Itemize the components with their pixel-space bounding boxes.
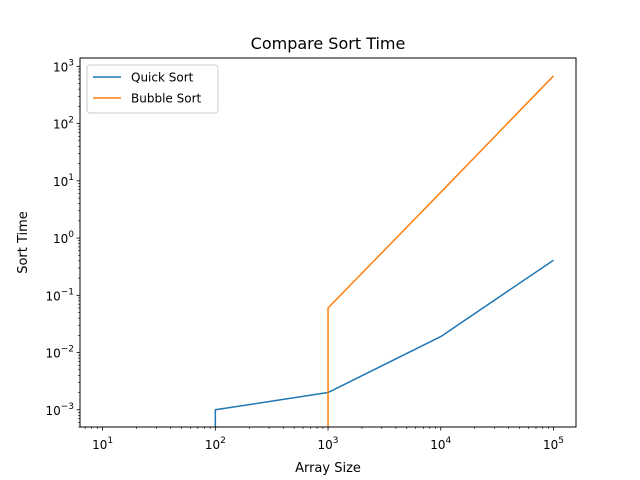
y-tick-label-7: 103 bbox=[53, 58, 74, 74]
x-tick-label-2: 102 bbox=[205, 436, 226, 452]
series-layer bbox=[214, 75, 554, 427]
y-tick-label-2: 10−2 bbox=[45, 345, 74, 361]
x-axis-label: Array Size bbox=[295, 461, 361, 476]
series-line-1 bbox=[214, 259, 554, 427]
y-axis-ticks: 10−3 10−2 10−1 100 101 102 103 bbox=[45, 58, 80, 428]
y-tick-label-1: 10−3 bbox=[45, 402, 74, 418]
legend: Quick Sort Bubble Sort bbox=[86, 64, 219, 114]
y-axis-label: Sort Time bbox=[16, 211, 31, 274]
y-tick-label-6: 102 bbox=[53, 116, 74, 132]
y-tick-label-3: 10−1 bbox=[45, 287, 74, 303]
chart-title: Compare Sort Time bbox=[251, 34, 406, 53]
x-tick-label-1: 101 bbox=[92, 436, 113, 452]
series-line-2 bbox=[327, 75, 554, 427]
y-tick-label-4: 100 bbox=[53, 230, 74, 246]
x-tick-label-4: 104 bbox=[430, 436, 451, 452]
x-axis-ticks: 101 102 103 104 105 bbox=[84, 427, 564, 452]
x-tick-label-5: 105 bbox=[543, 436, 564, 452]
y-tick-label-5: 101 bbox=[53, 173, 74, 189]
legend-label-2: Bubble Sort bbox=[131, 92, 201, 106]
x-tick-label-3: 103 bbox=[318, 436, 339, 452]
legend-label-1: Quick Sort bbox=[131, 71, 194, 85]
